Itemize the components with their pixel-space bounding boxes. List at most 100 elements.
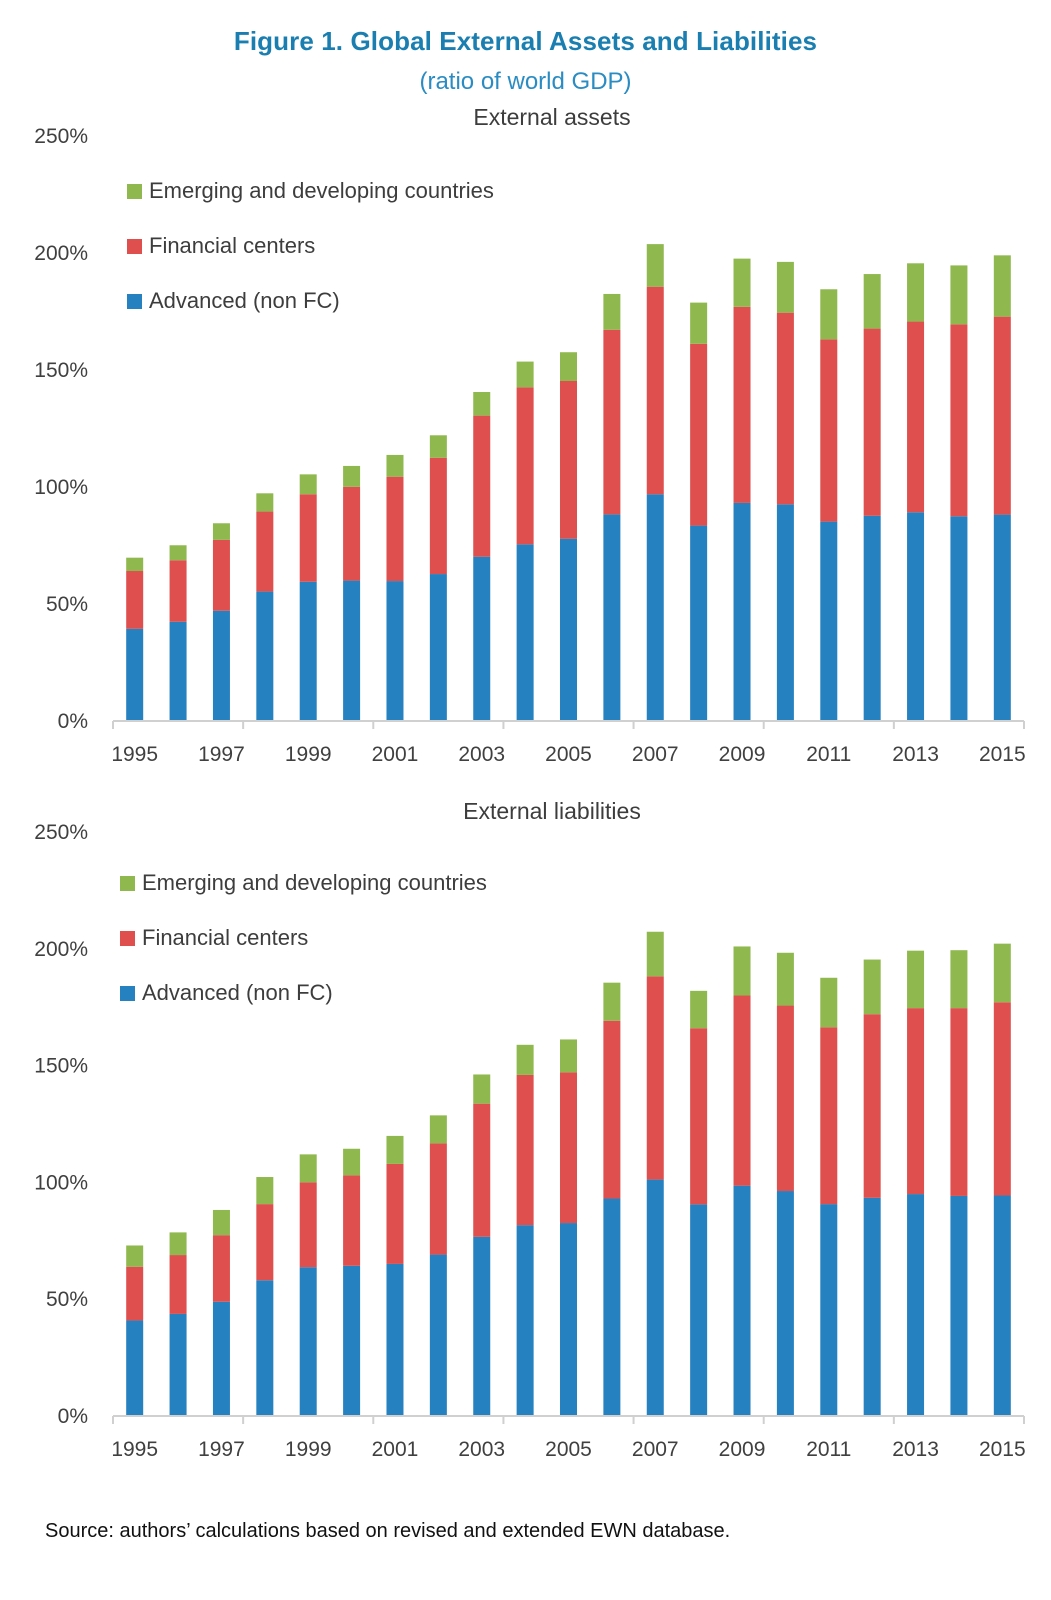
- y-tick-label: 100%: [34, 476, 88, 499]
- bar-advanced-1996: [169, 621, 187, 721]
- bar-advanced-2011: [820, 1204, 838, 1416]
- bar-emerging-2001: [386, 454, 404, 477]
- legend-item-advanced: Advanced (non FC): [127, 288, 340, 313]
- x-tick-label: 2001: [372, 743, 419, 766]
- bar-financial-centers-2006: [603, 329, 621, 515]
- bar-financial-centers-2000: [343, 486, 361, 581]
- bar-financial-centers-2001: [386, 1163, 404, 1264]
- bar-emerging-1997: [212, 523, 230, 540]
- bar-advanced-2007: [646, 1179, 664, 1416]
- x-tick-label: 1995: [111, 1438, 158, 1461]
- bar-advanced-1995: [126, 1320, 144, 1416]
- bar-financial-centers-2015: [993, 316, 1011, 515]
- bar-advanced-2005: [560, 538, 577, 721]
- bar-emerging-2001: [386, 1135, 404, 1164]
- bar-emerging-1998: [256, 493, 274, 512]
- bar-emerging-2007: [646, 931, 664, 977]
- bar-advanced-2013: [907, 512, 925, 721]
- y-tick-label: 0%: [58, 710, 88, 733]
- bar-financial-centers-2009: [733, 306, 751, 503]
- legend-label: Financial centers: [149, 233, 315, 258]
- x-tick-label: 1995: [111, 743, 158, 766]
- bar-financial-centers-2000: [343, 1175, 361, 1266]
- bar-financial-centers-1997: [212, 1235, 230, 1302]
- bar-financial-centers-2008: [690, 1028, 708, 1205]
- bar-financial-centers-2005: [560, 381, 577, 539]
- bar-advanced-2014: [950, 516, 968, 721]
- bar-financial-centers-2004: [516, 1074, 534, 1226]
- bar-advanced-2012: [863, 515, 881, 721]
- bar-financial-centers-2014: [950, 324, 968, 517]
- bar-financial-centers-2010: [776, 312, 794, 505]
- legend-swatch: [127, 294, 142, 309]
- bar-emerging-1999: [299, 474, 317, 495]
- bar-advanced-1998: [256, 1280, 274, 1416]
- x-tick-label: 2013: [892, 1438, 939, 1461]
- bar-emerging-1995: [126, 557, 144, 572]
- bar-advanced-2005: [560, 1223, 577, 1416]
- bar-financial-centers-1998: [256, 511, 274, 592]
- bar-emerging-2004: [516, 1044, 534, 1075]
- bar-emerging-2011: [820, 289, 838, 340]
- x-tick-label: 2011: [806, 743, 851, 766]
- bar-financial-centers-2014: [950, 1008, 968, 1196]
- bar-financial-centers-2004: [516, 387, 534, 545]
- x-tick-label: 2009: [719, 743, 766, 766]
- legend-item-emerging: Emerging and developing countries: [127, 178, 494, 203]
- bar-emerging-2006: [603, 293, 621, 330]
- bar-advanced-2011: [820, 521, 838, 721]
- x-tick-label: 2007: [632, 743, 679, 766]
- bar-financial-centers-1999: [299, 494, 317, 582]
- bar-advanced-2006: [603, 1198, 621, 1416]
- bar-advanced-2014: [950, 1195, 968, 1416]
- legend-swatch: [120, 931, 135, 946]
- x-tick-label: 2003: [458, 1438, 505, 1461]
- bar-emerging-2007: [646, 244, 664, 287]
- legend-swatch: [127, 184, 142, 199]
- bar-financial-centers-1995: [126, 1266, 144, 1321]
- figure-subtitle: (ratio of world GDP): [419, 68, 632, 95]
- y-tick-label: 0%: [58, 1405, 88, 1428]
- bar-emerging-1996: [169, 1232, 187, 1256]
- bar-emerging-1996: [169, 545, 187, 561]
- bar-emerging-2005: [560, 352, 577, 381]
- bar-financial-centers-2013: [907, 321, 925, 513]
- bar-advanced-2015: [993, 1195, 1011, 1416]
- x-tick-label: 2005: [545, 743, 592, 766]
- y-tick-label: 100%: [34, 1171, 88, 1194]
- source-note: Source: authors’ calculations based on r…: [45, 1520, 731, 1542]
- bar-emerging-2012: [863, 959, 881, 1015]
- bar-emerging-1999: [299, 1154, 317, 1183]
- bar-emerging-2004: [516, 361, 534, 388]
- legend-swatch: [120, 876, 135, 891]
- chart-external-liabilities: External liabilities 0% 50% 100% 150% 200% 250…: [34, 798, 1025, 1461]
- bar-emerging-2015: [993, 943, 1011, 1003]
- bar-advanced-1995: [126, 628, 144, 721]
- bar-financial-centers-2003: [473, 415, 491, 557]
- bar-advanced-2001: [386, 1263, 404, 1416]
- bar-emerging-1997: [212, 1209, 230, 1236]
- legend-label: Financial centers: [142, 925, 308, 950]
- bar-advanced-2009: [733, 502, 751, 721]
- bar-advanced-2000: [343, 580, 361, 721]
- legend-label: Emerging and developing countries: [142, 870, 487, 895]
- y-tick-label: 150%: [34, 359, 88, 382]
- bar-advanced-2000: [343, 1265, 361, 1416]
- bar-emerging-2010: [776, 261, 794, 313]
- bar-emerging-2014: [950, 265, 968, 325]
- y-tick-label: 250%: [34, 125, 88, 148]
- bar-emerging-2012: [863, 274, 881, 329]
- bar-emerging-2009: [733, 258, 751, 307]
- bar-advanced-2010: [776, 1191, 794, 1416]
- figure-title: Figure 1. Global External Assets and Lia…: [233, 26, 818, 56]
- bar-financial-centers-2015: [993, 1002, 1011, 1196]
- x-tick-label: 2003: [458, 743, 505, 766]
- bar-financial-centers-2012: [863, 1014, 881, 1198]
- bar-emerging-2010: [776, 952, 794, 1006]
- bar-emerging-2006: [603, 982, 621, 1021]
- bar-advanced-2002: [429, 1254, 447, 1416]
- bar-financial-centers-2003: [473, 1103, 491, 1237]
- legend-item-emerging: Emerging and developing countries: [120, 870, 487, 895]
- bar-financial-centers-2011: [820, 1027, 838, 1205]
- y-tick-label: 50%: [46, 1288, 88, 1311]
